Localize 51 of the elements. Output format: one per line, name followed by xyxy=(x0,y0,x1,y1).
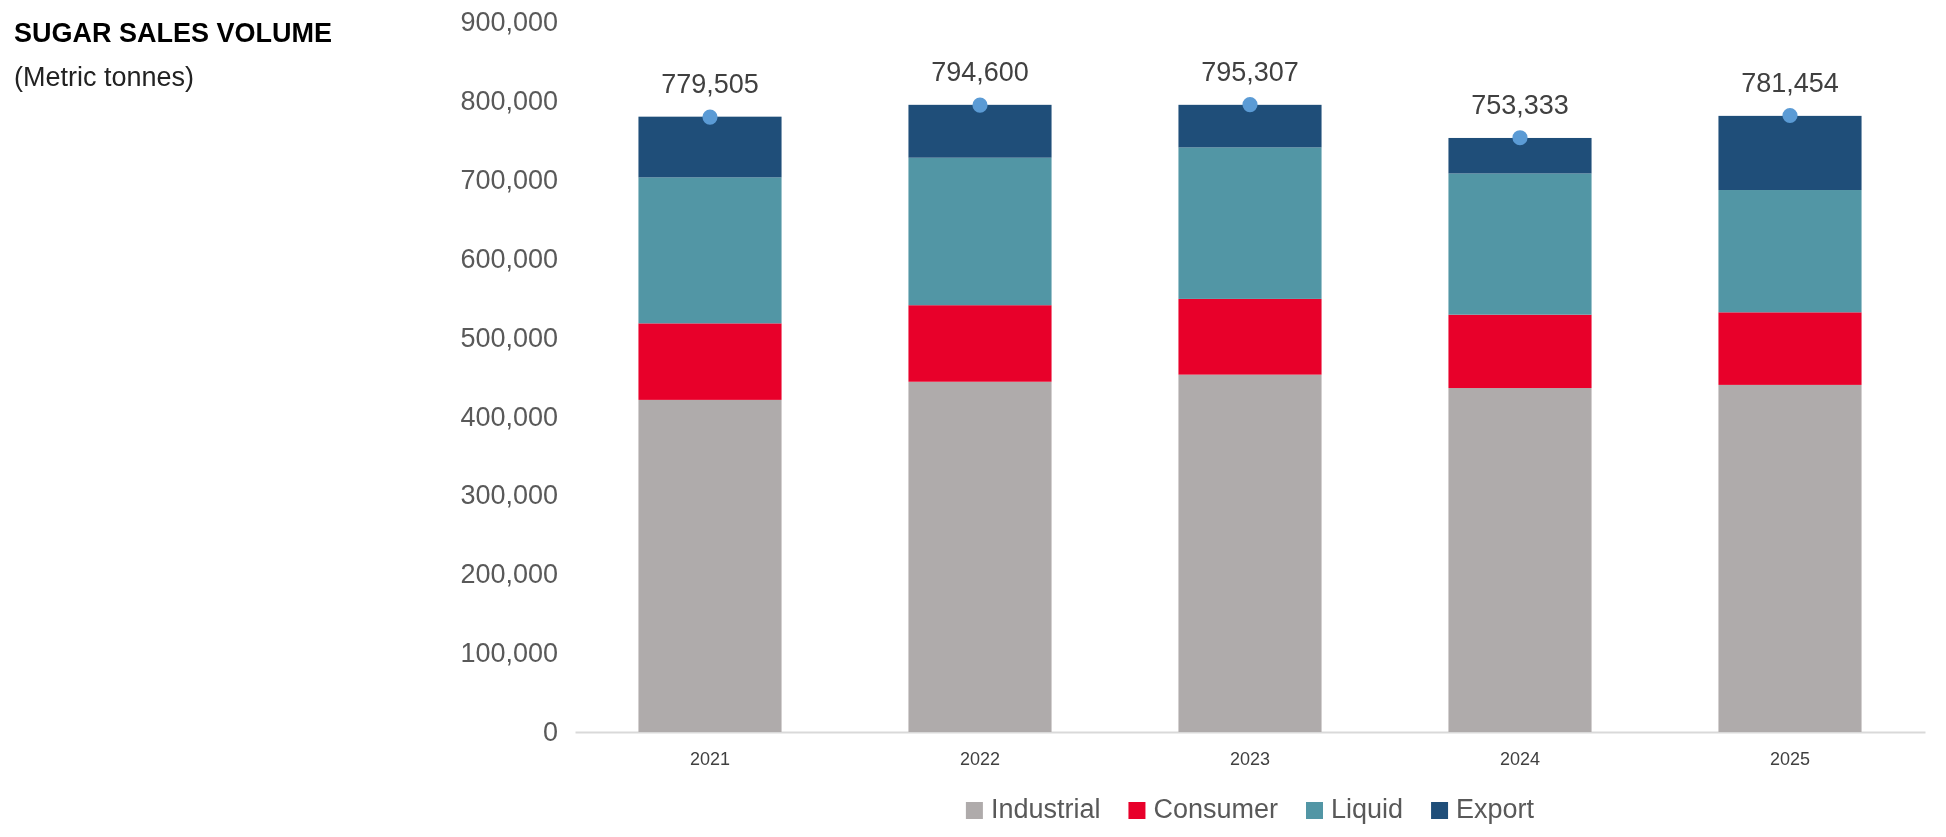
bar xyxy=(1178,374,1322,732)
legend-label: Liquid xyxy=(1331,794,1404,824)
data-label: 794,600 xyxy=(931,57,1029,88)
bar xyxy=(1718,190,1862,313)
bar xyxy=(908,305,1052,382)
y-tick-label: 500,000 xyxy=(460,322,558,353)
bar xyxy=(908,381,1052,732)
bar xyxy=(1178,147,1322,299)
x-tick-label: 2022 xyxy=(959,748,1001,769)
legend-label: Industrial xyxy=(990,794,1101,824)
bar xyxy=(638,399,782,732)
y-tick-label: 200,000 xyxy=(460,559,558,590)
bar xyxy=(1178,104,1322,148)
y-tick-label: 900,000 xyxy=(460,7,558,38)
bar xyxy=(1718,312,1862,385)
text: SUGAR SALES VOLUME xyxy=(14,18,333,48)
text: (Metric tonnes) xyxy=(14,62,195,92)
y-tick-label: 100,000 xyxy=(460,638,558,669)
point xyxy=(1782,107,1798,124)
point xyxy=(702,109,718,125)
bar xyxy=(638,116,782,178)
data-label: 779,505 xyxy=(661,69,759,100)
x-tick-label: 2024 xyxy=(1499,748,1541,769)
y-tick-label: 300,000 xyxy=(460,480,558,511)
data-label: 753,333 xyxy=(1471,89,1569,120)
y-tick-label: 800,000 xyxy=(460,86,558,117)
y-tick-label: 0 xyxy=(542,717,558,748)
x-tick-label: 2021 xyxy=(689,748,731,769)
legend-label: Export xyxy=(1456,794,1535,824)
point xyxy=(1242,97,1258,113)
data-label: 781,454 xyxy=(1741,67,1839,98)
bar xyxy=(1178,298,1322,375)
data-label: 795,307 xyxy=(1201,56,1299,87)
x-tick-label: 2023 xyxy=(1229,748,1271,769)
bar xyxy=(1718,115,1862,191)
bar xyxy=(908,157,1052,306)
point xyxy=(972,97,988,113)
bar xyxy=(1448,314,1592,389)
bar xyxy=(908,104,1052,158)
y-tick-label: 400,000 xyxy=(460,401,558,432)
point xyxy=(1512,130,1528,146)
bar xyxy=(1448,137,1592,174)
bar xyxy=(638,177,782,324)
bar xyxy=(1448,173,1592,315)
bar xyxy=(1448,388,1592,732)
bar xyxy=(1718,384,1862,732)
y-tick-label: 700,000 xyxy=(460,164,558,195)
legend-label: Consumer xyxy=(1153,794,1279,824)
y-tick-label: 600,000 xyxy=(460,243,558,274)
x-tick-label: 2025 xyxy=(1769,748,1811,769)
bar xyxy=(638,323,782,400)
